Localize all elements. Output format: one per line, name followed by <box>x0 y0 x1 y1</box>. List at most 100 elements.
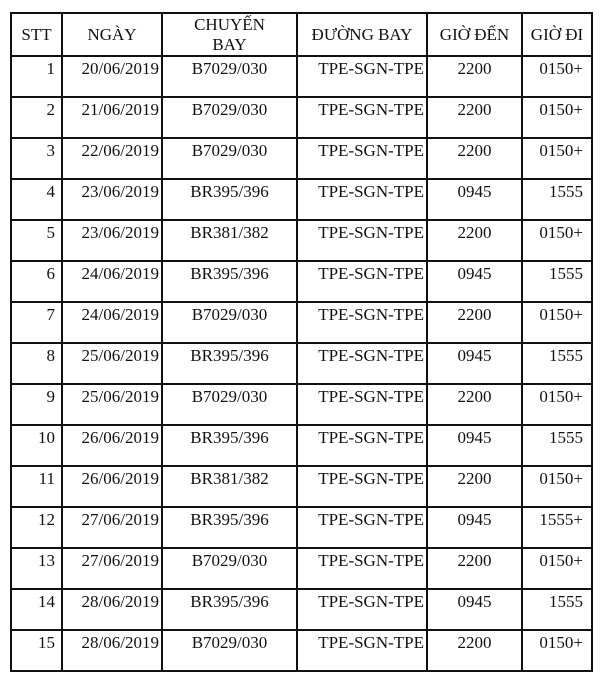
cell-date: 24/06/2019 <box>61 260 163 303</box>
cell-route: TPE-SGN-TPE <box>296 629 428 672</box>
cell-arrival: 0945 <box>426 506 523 549</box>
cell-date: 26/06/2019 <box>61 465 163 508</box>
cell-arrival: 2200 <box>426 547 523 590</box>
cell-date: 22/06/2019 <box>61 137 163 180</box>
cell-departure: 0150+ <box>521 547 593 590</box>
cell-stt: 13 <box>10 547 63 590</box>
table-row: 14 28/06/2019 BR395/396 TPE-SGN-TPE 0945 1555 <box>10 588 593 631</box>
cell-departure: 0150+ <box>521 383 593 426</box>
cell-flight: BR381/382 <box>161 219 298 262</box>
cell-date: 26/06/2019 <box>61 424 163 467</box>
cell-route: TPE-SGN-TPE <box>296 465 428 508</box>
cell-flight: B7029/030 <box>161 301 298 344</box>
cell-stt: 6 <box>10 260 63 303</box>
cell-date: 25/06/2019 <box>61 383 163 426</box>
header-route: ĐƯỜNG BAY <box>296 12 428 57</box>
cell-flight: BR381/382 <box>161 465 298 508</box>
cell-departure: 1555+ <box>521 506 593 549</box>
cell-route: TPE-SGN-TPE <box>296 506 428 549</box>
cell-stt: 8 <box>10 342 63 385</box>
cell-stt: 5 <box>10 219 63 262</box>
cell-date: 28/06/2019 <box>61 629 163 672</box>
table-row: 8 25/06/2019 BR395/396 TPE-SGN-TPE 0945 1555 <box>10 342 593 385</box>
cell-arrival: 2200 <box>426 219 523 262</box>
cell-stt: 12 <box>10 506 63 549</box>
table-row: 12 27/06/2019 BR395/396 TPE-SGN-TPE 0945 1555… <box>10 506 593 549</box>
cell-date: 23/06/2019 <box>61 178 163 221</box>
cell-route: TPE-SGN-TPE <box>296 342 428 385</box>
cell-arrival: 2200 <box>426 383 523 426</box>
cell-stt: 9 <box>10 383 63 426</box>
cell-stt: 4 <box>10 178 63 221</box>
cell-stt: 15 <box>10 629 63 672</box>
cell-stt: 1 <box>10 55 63 98</box>
table-row: 7 24/06/2019 B7029/030 TPE-SGN-TPE 2200 0150+ <box>10 301 593 344</box>
cell-route: TPE-SGN-TPE <box>296 547 428 590</box>
table-row: 15 28/06/2019 B7029/030 TPE-SGN-TPE 2200 0150… <box>10 629 593 672</box>
cell-route: TPE-SGN-TPE <box>296 96 428 139</box>
cell-flight: B7029/030 <box>161 629 298 672</box>
cell-arrival: 2200 <box>426 465 523 508</box>
table-row: 3 22/06/2019 B7029/030 TPE-SGN-TPE 2200 0150+ <box>10 137 593 180</box>
cell-arrival: 2200 <box>426 137 523 180</box>
cell-arrival: 2200 <box>426 301 523 344</box>
table-row: 13 27/06/2019 B7029/030 TPE-SGN-TPE 2200 0150… <box>10 547 593 590</box>
cell-route: TPE-SGN-TPE <box>296 55 428 98</box>
cell-flight: BR395/396 <box>161 342 298 385</box>
table-row: 9 25/06/2019 B7029/030 TPE-SGN-TPE 2200 0150+ <box>10 383 593 426</box>
cell-arrival: 0945 <box>426 342 523 385</box>
table-row: 11 26/06/2019 BR381/382 TPE-SGN-TPE 2200 0150… <box>10 465 593 508</box>
cell-route: TPE-SGN-TPE <box>296 383 428 426</box>
cell-arrival: 0945 <box>426 424 523 467</box>
cell-date: 27/06/2019 <box>61 506 163 549</box>
header-row: STT NGÀY CHUYẾN BAY ĐƯỜNG BAY GIỜ ĐẾN GI… <box>10 12 593 57</box>
cell-flight: BR395/396 <box>161 588 298 631</box>
cell-stt: 11 <box>10 465 63 508</box>
table-row: 6 24/06/2019 BR395/396 TPE-SGN-TPE 0945 1555 <box>10 260 593 303</box>
cell-departure: 1555 <box>521 424 593 467</box>
cell-stt: 10 <box>10 424 63 467</box>
cell-flight: BR395/396 <box>161 178 298 221</box>
cell-route: TPE-SGN-TPE <box>296 178 428 221</box>
cell-route: TPE-SGN-TPE <box>296 424 428 467</box>
cell-arrival: 0945 <box>426 588 523 631</box>
cell-route: TPE-SGN-TPE <box>296 137 428 180</box>
cell-date: 25/06/2019 <box>61 342 163 385</box>
table-row: 4 23/06/2019 BR395/396 TPE-SGN-TPE 0945 1555 <box>10 178 593 221</box>
cell-arrival: 2200 <box>426 96 523 139</box>
cell-flight: B7029/030 <box>161 55 298 98</box>
cell-flight: B7029/030 <box>161 137 298 180</box>
cell-arrival: 0945 <box>426 260 523 303</box>
cell-departure: 1555 <box>521 588 593 631</box>
cell-arrival: 0945 <box>426 178 523 221</box>
cell-stt: 3 <box>10 137 63 180</box>
cell-route: TPE-SGN-TPE <box>296 301 428 344</box>
cell-date: 20/06/2019 <box>61 55 163 98</box>
cell-date: 27/06/2019 <box>61 547 163 590</box>
cell-departure: 1555 <box>521 260 593 303</box>
cell-departure: 0150+ <box>521 96 593 139</box>
cell-departure: 0150+ <box>521 137 593 180</box>
cell-departure: 0150+ <box>521 301 593 344</box>
cell-departure: 0150+ <box>521 465 593 508</box>
table-row: 2 21/06/2019 B7029/030 TPE-SGN-TPE 2200 0150+ <box>10 96 593 139</box>
table-row: 5 23/06/2019 BR381/382 TPE-SGN-TPE 2200 0150+ <box>10 219 593 262</box>
cell-departure: 1555 <box>521 342 593 385</box>
cell-arrival: 2200 <box>426 629 523 672</box>
cell-flight: BR395/396 <box>161 260 298 303</box>
cell-route: TPE-SGN-TPE <box>296 219 428 262</box>
header-flight: CHUYẾN BAY <box>161 12 298 57</box>
cell-departure: 0150+ <box>521 629 593 672</box>
cell-flight: B7029/030 <box>161 383 298 426</box>
cell-departure: 0150+ <box>521 219 593 262</box>
cell-stt: 14 <box>10 588 63 631</box>
header-stt: STT <box>10 12 63 57</box>
header-arrival: GIỜ ĐẾN <box>426 12 523 57</box>
table-row: 1 20/06/2019 B7029/030 TPE-SGN-TPE 2200 0150+ <box>10 55 593 98</box>
cell-arrival: 2200 <box>426 55 523 98</box>
cell-flight: B7029/030 <box>161 547 298 590</box>
cell-route: TPE-SGN-TPE <box>296 588 428 631</box>
table-row: 10 26/06/2019 BR395/396 TPE-SGN-TPE 0945 1555 <box>10 424 593 467</box>
cell-stt: 2 <box>10 96 63 139</box>
cell-departure: 1555 <box>521 178 593 221</box>
